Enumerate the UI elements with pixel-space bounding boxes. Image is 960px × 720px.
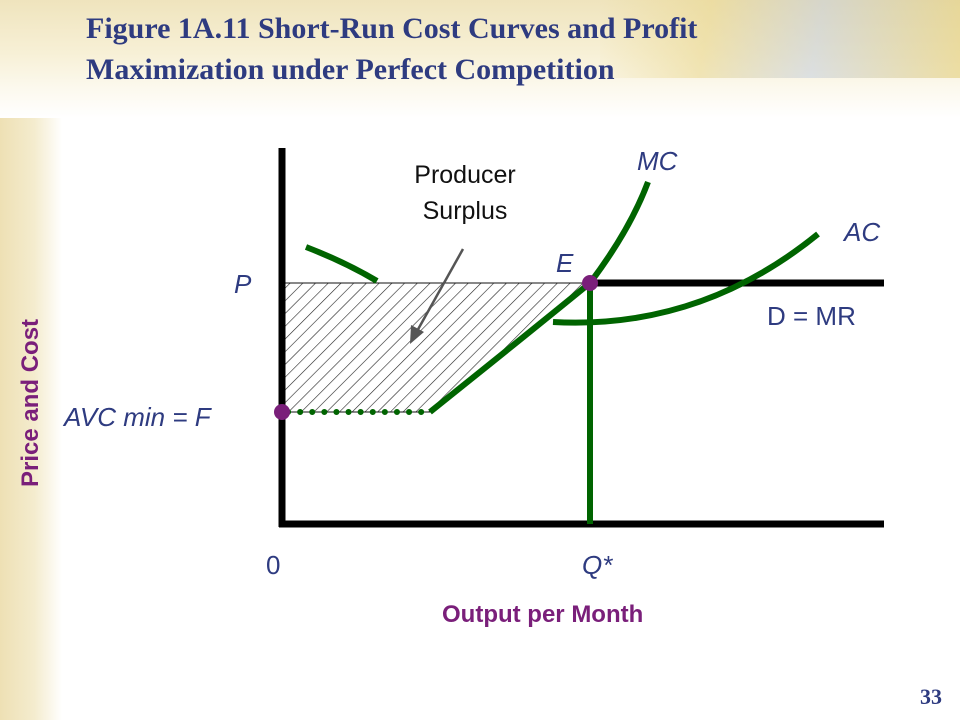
demand-mr-label: D = MR bbox=[767, 301, 856, 331]
mc-label: MC bbox=[637, 146, 678, 176]
slide-title-line-2: Maximization under Perfect Competition bbox=[86, 53, 615, 86]
slide-number: 33 bbox=[920, 684, 942, 709]
equilibrium-label: E bbox=[556, 248, 574, 278]
mc-curve bbox=[428, 180, 651, 415]
producer-surplus-area bbox=[281, 282, 592, 413]
producer-surplus-label-line-2: Surplus bbox=[423, 197, 508, 225]
price-tick-label: P bbox=[234, 269, 252, 299]
avc-curve-left-segment bbox=[304, 244, 379, 284]
producer-surplus-label-line-1: Producer bbox=[414, 161, 515, 189]
equilibrium-point-e bbox=[582, 275, 598, 291]
slide-title: Figure 1A.11 Short-Run Cost Curves and P… bbox=[86, 8, 906, 90]
x-axis-title: Output per Month bbox=[442, 601, 643, 628]
avc-min-tick-label: AVC min = F bbox=[62, 402, 213, 432]
avc-min-point-f bbox=[274, 404, 290, 420]
banner-artwork bbox=[600, 0, 960, 78]
producer-surplus-arrowhead bbox=[410, 325, 424, 344]
y-axis-title: Price and Cost bbox=[17, 319, 44, 487]
slide-title-line-1: Figure 1A.11 Short-Run Cost Curves and P… bbox=[86, 12, 698, 45]
q-star-label: Q* bbox=[582, 550, 613, 580]
top-decorative-band bbox=[0, 0, 960, 118]
producer-surplus-arrow bbox=[414, 248, 465, 334]
origin-label: 0 bbox=[266, 550, 280, 580]
ac-label: AC bbox=[842, 217, 880, 247]
left-decorative-band bbox=[0, 0, 62, 720]
